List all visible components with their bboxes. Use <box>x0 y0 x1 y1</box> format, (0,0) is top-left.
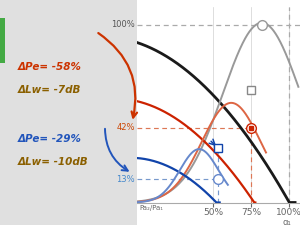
Bar <box>0 18 5 63</box>
Text: ΔPe= -58%: ΔPe= -58% <box>18 63 82 72</box>
Text: 100%: 100% <box>111 20 135 29</box>
Text: ΔLw= -7dB: ΔLw= -7dB <box>18 85 81 95</box>
Text: 13%: 13% <box>116 175 135 184</box>
Text: ΔLw= -10dB: ΔLw= -10dB <box>18 157 88 167</box>
Bar <box>0 0 136 225</box>
Text: Pa₂/Pa₁: Pa₂/Pa₁ <box>140 205 164 211</box>
Text: q₁: q₁ <box>282 218 291 225</box>
Text: 42%: 42% <box>116 123 135 132</box>
Text: ΔPe= -29%: ΔPe= -29% <box>18 135 82 144</box>
